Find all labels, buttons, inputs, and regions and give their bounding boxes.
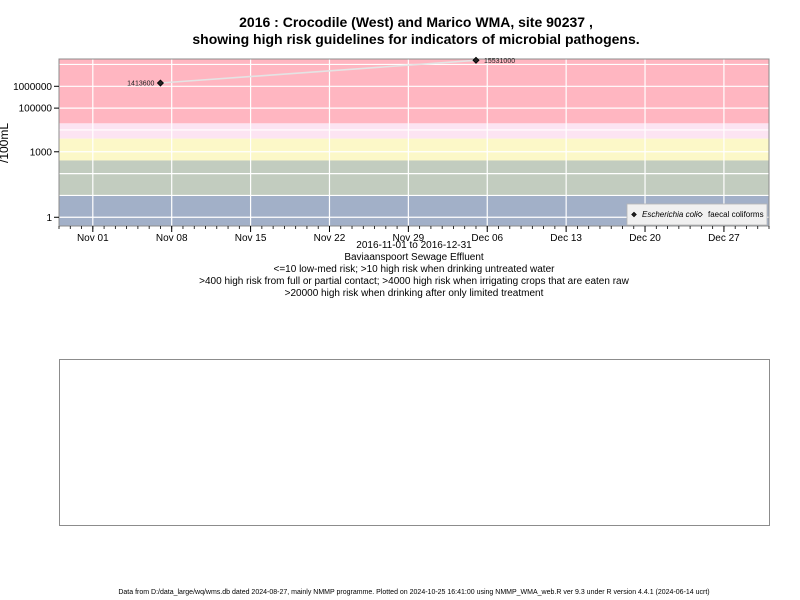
- x-tick-label: Dec 06: [471, 233, 503, 244]
- x-tick-label: Nov 29: [393, 233, 425, 244]
- x-tick-label: Dec 20: [629, 233, 661, 244]
- legend-marker-1: [697, 211, 703, 218]
- legend-label-0: Escherichia coli: [642, 210, 698, 219]
- date-range-caption: 2016-11-01 to 2016-12-31: [356, 240, 472, 251]
- plot-frame: [58, 58, 770, 227]
- y-tick-label: 1: [46, 213, 52, 224]
- guideline-caption-3: >20000 high risk when drinking after onl…: [284, 288, 544, 299]
- data-point-marker: [156, 79, 164, 87]
- x-tick-label: Nov 22: [314, 233, 346, 244]
- legend-label-1: faecal coliforms: [708, 210, 764, 219]
- data-source-footer: Data from D:/data_large/wq/wms.db dated …: [118, 589, 710, 596]
- risk-band-3: [59, 160, 769, 196]
- y-tick-label: 1000: [30, 147, 53, 158]
- x-tick-label: Dec 13: [550, 233, 582, 244]
- legend-box: [626, 203, 768, 226]
- guideline-caption-1: <=10 low-med risk; >10 high risk when dr…: [273, 264, 555, 275]
- risk-band-0: [59, 59, 769, 124]
- y-axis-label: /100mL: [0, 122, 11, 163]
- y-tick-label: 1000000: [13, 82, 52, 93]
- data-point-label: 15531000: [484, 58, 515, 65]
- x-tick-label: Dec 27: [708, 233, 740, 244]
- x-tick-label: Nov 15: [235, 233, 267, 244]
- guideline-caption-2: >400 high risk from full or partial cont…: [199, 276, 629, 287]
- risk-band-1: [59, 123, 769, 139]
- empty-plot-panel: [59, 359, 770, 526]
- chart-title-line1: 2016 : Crocodile (West) and Marico WMA, …: [239, 14, 593, 30]
- x-tick-label: Nov 08: [156, 233, 188, 244]
- legend-marker-0: [631, 211, 637, 218]
- y-tick-label: 100000: [19, 104, 53, 115]
- risk-band-2: [59, 138, 769, 161]
- data-point-marker: [472, 56, 480, 64]
- data-point-label: 1413600: [127, 81, 154, 88]
- chart-title-line2: showing high risk guidelines for indicat…: [192, 31, 640, 47]
- x-tick-label: Nov 01: [77, 233, 109, 244]
- site-name-caption: Baviaanspoort Sewage Effluent: [344, 252, 484, 263]
- series-line-0: [160, 59, 477, 84]
